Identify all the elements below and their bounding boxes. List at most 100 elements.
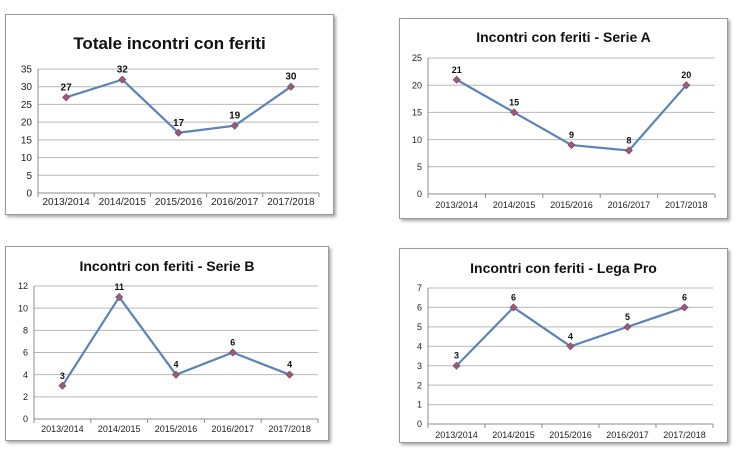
data-label: 3: [60, 371, 65, 381]
data-label: 6: [511, 292, 516, 302]
data-point-marker: [286, 82, 295, 91]
x-tick-label: 2015/2016: [550, 200, 593, 210]
data-point-marker: [567, 141, 576, 150]
y-tick-label: 6: [23, 348, 28, 358]
data-point-marker: [509, 303, 518, 312]
y-tick-label: 4: [23, 370, 28, 380]
y-tick-label: 35: [21, 65, 33, 76]
y-tick-label: 25: [21, 100, 33, 111]
y-tick-label: 30: [21, 82, 33, 93]
data-point-marker: [118, 75, 127, 84]
data-label: 30: [285, 72, 297, 83]
data-label: 4: [173, 360, 178, 370]
x-tick-label: 2013/2014: [435, 200, 478, 210]
data-label: 4: [568, 331, 573, 341]
chart-title: Totale incontri con feriti: [73, 34, 265, 53]
y-tick-label: 5: [417, 322, 422, 332]
x-tick-label: 2017/2018: [665, 200, 708, 210]
x-tick-label: 2016/2017: [606, 430, 649, 440]
x-tick-label: 2016/2017: [211, 197, 259, 208]
chart-svg: Incontri con feriti - Serie B 0 2 4 6 8 10 12 20…: [18, 258, 319, 434]
x-tick-label: 2014/2015: [492, 430, 535, 440]
chart-totale: Totale incontri con feriti 0 5 10 15 20 25 30 35…: [5, 14, 334, 215]
data-point-marker: [452, 75, 461, 84]
chart-serie-b: Incontri con feriti - Serie B 0 2 4 6 8 10 12 20…: [5, 246, 329, 441]
y-tick-label: 5: [417, 162, 422, 172]
data-label: 11: [114, 282, 124, 292]
data-point-marker: [682, 81, 691, 90]
data-label: 19: [229, 111, 241, 122]
y-tick-label: 0: [417, 189, 422, 199]
chart-svg: Incontri con feriti - Serie A 0 5 10 15 20 25 2…: [412, 29, 716, 210]
x-tick-label: 2013/2014: [435, 430, 478, 440]
data-point-marker: [285, 370, 294, 379]
data-label: 32: [117, 65, 129, 76]
data-point-marker: [230, 121, 239, 130]
chart-title: Incontri con feriti - Serie B: [79, 258, 254, 274]
data-label: 6: [682, 292, 687, 302]
y-tick-label: 15: [21, 135, 33, 146]
y-tick-label: 20: [412, 80, 422, 90]
data-point-marker: [174, 128, 183, 137]
x-tick-label: 2017/2018: [268, 424, 311, 434]
x-tick-label: 2014/2015: [493, 200, 536, 210]
y-tick-label: 2: [23, 392, 28, 402]
data-label: 4: [287, 360, 292, 370]
data-label: 15: [509, 97, 519, 107]
y-tick-label: 12: [18, 281, 28, 291]
data-label: 20: [681, 70, 691, 80]
y-tick-label: 7: [417, 283, 422, 293]
y-tick-label: 2: [417, 380, 422, 390]
y-tick-label: 4: [417, 341, 422, 351]
data-point-marker: [566, 342, 575, 351]
data-point-marker: [510, 108, 519, 117]
x-tick-label: 2013/2014: [42, 197, 90, 208]
chart-title: Incontri con feriti - Serie A: [476, 29, 651, 45]
y-tick-label: 5: [26, 171, 32, 182]
data-point-marker: [452, 361, 461, 370]
chart-lega-pro: Incontri con feriti - Lega Pro 0 1 2 3 4 5 6 7 20…: [399, 248, 728, 443]
chart-svg: Incontri con feriti - Lega Pro 0 1 2 3 4 5 6 7 20…: [417, 260, 714, 440]
x-tick-label: 2016/2017: [212, 424, 255, 434]
y-tick-label: 1: [417, 400, 422, 410]
y-tick-label: 6: [417, 303, 422, 313]
data-label: 21: [452, 65, 462, 75]
y-tick-label: 10: [412, 135, 422, 145]
chart-serie-a: Incontri con feriti - Serie A 0 5 10 15 20 25 2…: [399, 18, 728, 219]
data-point-marker: [115, 293, 124, 302]
x-tick-label: 2014/2015: [98, 424, 141, 434]
y-tick-label: 8: [23, 325, 28, 335]
x-tick-label: 2015/2016: [549, 430, 592, 440]
x-tick-label: 2017/2018: [267, 197, 315, 208]
x-tick-label: 2015/2016: [155, 424, 198, 434]
data-point-marker: [62, 93, 71, 102]
x-tick-label: 2016/2017: [608, 200, 651, 210]
y-tick-label: 0: [26, 189, 32, 200]
chart-svg: Totale incontri con feriti 0 5 10 15 20 25 30 35…: [21, 34, 320, 208]
y-tick-label: 10: [21, 153, 33, 164]
y-tick-label: 25: [412, 53, 422, 63]
y-tick-label: 20: [21, 118, 33, 129]
data-label: 5: [625, 312, 630, 322]
data-label: 8: [626, 135, 631, 145]
data-point-marker: [623, 322, 632, 331]
y-tick-label: 15: [412, 108, 422, 118]
y-tick-label: 10: [18, 303, 28, 313]
x-tick-label: 2017/2018: [663, 430, 706, 440]
data-label: 6: [230, 338, 235, 348]
data-label: 27: [61, 82, 73, 93]
data-point-marker: [624, 146, 633, 155]
data-label: 9: [569, 130, 574, 140]
x-tick-label: 2013/2014: [41, 424, 84, 434]
data-point-marker: [58, 381, 67, 390]
data-point-marker: [171, 370, 181, 379]
y-tick-label: 0: [23, 414, 28, 424]
chart-title: Incontri con feriti - Lega Pro: [470, 260, 657, 276]
y-tick-label: 0: [417, 419, 422, 429]
data-point-marker: [228, 348, 237, 357]
data-label: 3: [454, 351, 459, 361]
x-tick-label: 2014/2015: [99, 197, 147, 208]
y-tick-label: 3: [417, 361, 422, 371]
data-label: 17: [173, 118, 185, 129]
x-tick-label: 2015/2016: [155, 197, 203, 208]
